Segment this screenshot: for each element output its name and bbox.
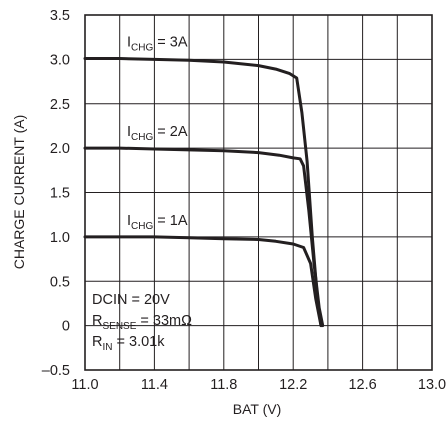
condition-label: RIN = 3.01k: [92, 334, 165, 353]
series-labels: ICHG = 3A ICHG = 2A ICHG = 1A: [127, 34, 188, 231]
x-tick-label: 11.0: [71, 377, 98, 393]
y-tick-label: 1.5: [50, 186, 70, 202]
series-line: [83, 235, 323, 328]
y-tick-label: 2.0: [50, 141, 70, 157]
condition-label: RSENSE = 33mΩ: [92, 313, 192, 332]
x-axis-title: BAT (V): [233, 401, 282, 417]
x-tick-labels: 11.0 11.4 11.8 12.2 12.6 13.0: [71, 377, 446, 393]
series-curves: [83, 57, 325, 328]
x-tick-label: 12.6: [348, 377, 376, 393]
y-tick-label: 3.0: [50, 52, 70, 68]
y-tick-label: 2.5: [50, 97, 70, 113]
y-axis-title: CHARGE CURRENT (A): [11, 115, 27, 270]
y-tick-label: 0.5: [50, 274, 70, 290]
y-tick-labels: 3.5 3.0 2.5 2.0 1.5 1.0 0.5 0 –0.5: [42, 8, 70, 379]
x-tick-label: 12.2: [279, 377, 307, 393]
y-tick-label: 0: [62, 319, 70, 335]
condition-label: DCIN = 20V: [92, 292, 170, 308]
y-tick-label: –0.5: [42, 363, 70, 379]
series-label: ICHG = 2A: [127, 124, 188, 143]
x-tick-label: 11.8: [210, 377, 237, 393]
conditions-annotation: DCIN = 20V RSENSE = 33mΩ RIN = 3.01k: [92, 292, 192, 353]
series-label: ICHG = 3A: [127, 34, 188, 53]
plot-frame: [84, 14, 433, 371]
x-tick-label: 13.0: [418, 377, 446, 393]
x-tick-label: 11.4: [141, 377, 168, 393]
series-label: ICHG = 1A: [127, 213, 188, 232]
y-tick-label: 3.5: [50, 8, 70, 24]
series-line: [83, 146, 325, 328]
y-tick-label: 1.0: [50, 230, 70, 246]
